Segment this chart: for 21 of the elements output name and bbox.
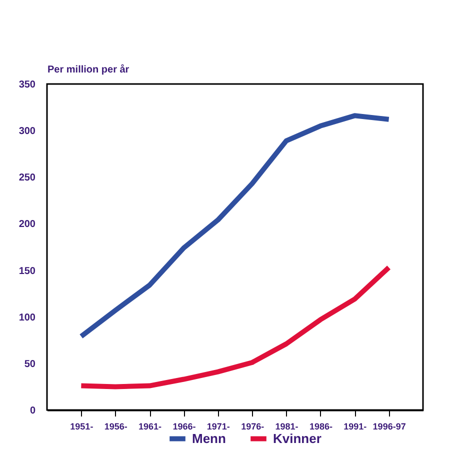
y-tick-label: 200	[18, 219, 36, 230]
x-tick-label: 1961-	[138, 422, 162, 432]
x-tick-label: 1951-	[70, 422, 94, 432]
x-tick-label: 1971-	[206, 422, 230, 432]
legend-label: Kvinner	[273, 430, 322, 446]
y-tick-label: 250	[18, 172, 36, 184]
y-tick-label: 0	[30, 406, 36, 416]
y-tick-label: 100	[18, 312, 36, 324]
y-tick-label: 350	[18, 80, 36, 90]
x-tick-label: 1996-97	[372, 422, 406, 432]
y-tick-label: 300	[18, 126, 36, 138]
x-tick-label: 1976-	[241, 422, 264, 432]
x-tick-label: 1981-	[275, 422, 298, 432]
x-tick-label: 1986-	[309, 422, 332, 432]
x-tick-label: 1956-	[104, 422, 128, 432]
y-tick-label: 150	[18, 266, 36, 277]
x-tick-label: 1966-	[172, 422, 196, 432]
y-axis-title: Per million per år	[48, 64, 130, 76]
legend-label: Menn	[192, 430, 226, 446]
x-tick-label: 1991-	[344, 422, 367, 432]
y-tick-label: 50	[24, 358, 36, 370]
